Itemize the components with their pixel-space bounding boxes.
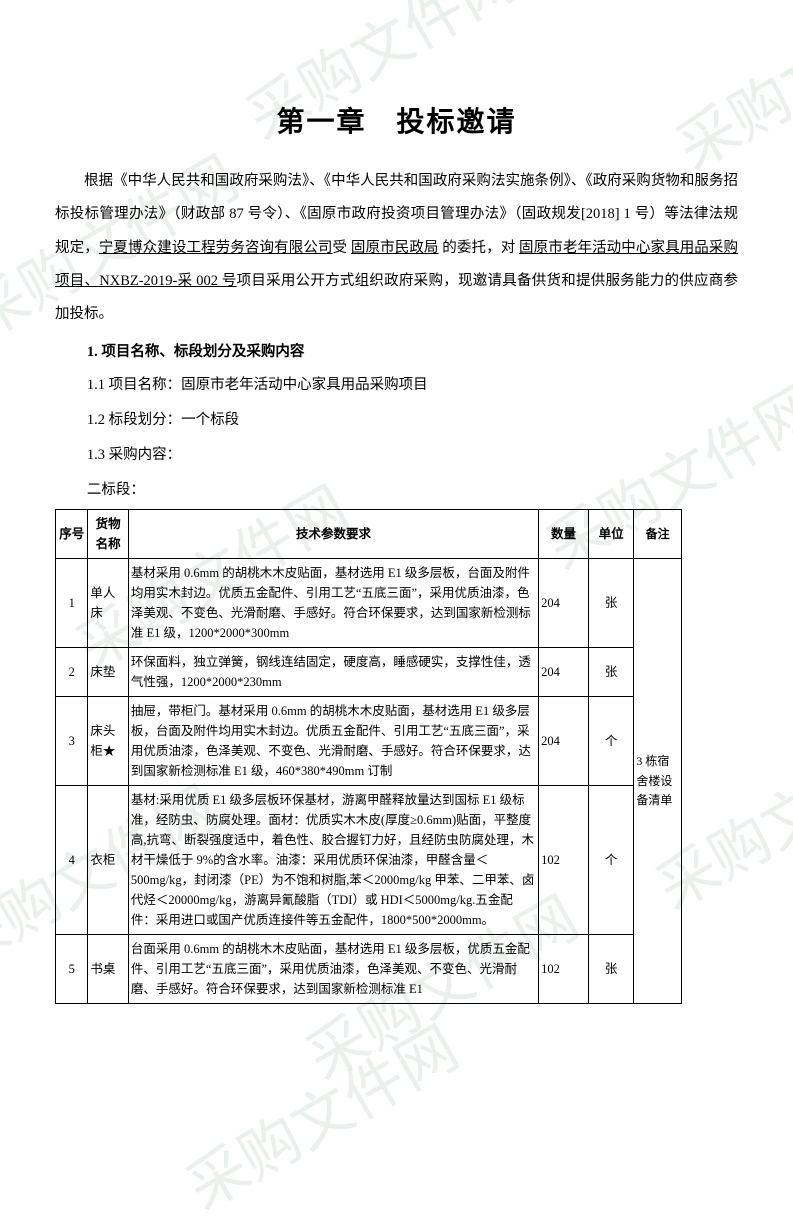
page-content: 第一章 投标邀请 根据《中华人民共和国政府采购法》、《中华人民共和国政府采购法实…: [0, 0, 793, 1044]
intro-paragraph: 根据《中华人民共和国政府采购法》、《中华人民共和国政府采购法实施条例》、《政府采…: [55, 165, 738, 332]
cell-name: 书桌: [88, 935, 129, 1004]
cell-unit: 张: [588, 559, 634, 648]
section1-header: 1. 项目名称、标段划分及采购内容: [55, 340, 738, 361]
cell-spec: 环保面料，独立弹簧，钢线连结固定，硬度高，睡感硬实，支撑性佳，透气性强，1200…: [128, 648, 538, 697]
th-remark: 备注: [634, 510, 682, 559]
cell-name: 衣柜: [88, 786, 129, 935]
th-no: 序号: [56, 510, 88, 559]
cell-no: 3: [56, 697, 88, 786]
cell-spec: 基材:采用优质 E1 级多层板环保基材，游离甲醛释放量达到国标 E1 级标准，经…: [128, 786, 538, 935]
section1-1: 1.1 项目名称：固原市老年活动中心家具用品采购项目: [55, 369, 738, 402]
table-row: 5书桌台面采用 0.6mm 的胡桃木木皮贴面，基材选用 E1 级多层板，优质五金…: [56, 935, 682, 1004]
cell-no: 2: [56, 648, 88, 697]
chapter-title: 第一章 投标邀请: [55, 100, 738, 140]
table-header-row: 序号 货物名称 技术参数要求 数量 单位 备注: [56, 510, 682, 559]
section-sublabel: 二标段：: [55, 475, 738, 505]
cell-spec: 台面采用 0.6mm 的胡桃木木皮贴面，基材选用 E1 级多层板，优质五金配件、…: [128, 935, 538, 1004]
intro-underline-client: 固原市民政局: [351, 240, 439, 256]
cell-qty: 204: [539, 697, 589, 786]
cell-qty: 102: [539, 786, 589, 935]
cell-qty: 204: [539, 648, 589, 697]
cell-name: 单人床: [88, 559, 129, 648]
cell-no: 4: [56, 786, 88, 935]
intro-underline-agency: 宁夏博众建设工程劳务咨询有限公司: [99, 240, 333, 256]
cell-unit: 张: [588, 648, 634, 697]
cell-unit: 张: [588, 935, 634, 1004]
table-row: 2床垫环保面料，独立弹簧，钢线连结固定，硬度高，睡感硬实，支撑性佳，透气性强，1…: [56, 648, 682, 697]
cell-name: 床垫: [88, 648, 129, 697]
table-row: 4衣柜基材:采用优质 E1 级多层板环保基材，游离甲醛释放量达到国标 E1 级标…: [56, 786, 682, 935]
cell-qty: 102: [539, 935, 589, 1004]
cell-remark: 3 栋宿舍楼设备清单: [634, 559, 682, 1004]
table-row: 3床头柜★抽屉，带柜门。基材采用 0.6mm 的胡桃木木皮贴面，基材选用 E1 …: [56, 697, 682, 786]
cell-qty: 204: [539, 559, 589, 648]
table-row: 1单人床基材采用 0.6mm 的胡桃木木皮贴面，基材选用 E1 级多层板，台面及…: [56, 559, 682, 648]
cell-unit: 个: [588, 697, 634, 786]
cell-name: 床头柜★: [88, 697, 129, 786]
cell-spec: 抽屉，带柜门。基材采用 0.6mm 的胡桃木木皮贴面，基材选用 E1 级多层板，…: [128, 697, 538, 786]
cell-no: 1: [56, 559, 88, 648]
th-spec: 技术参数要求: [128, 510, 538, 559]
cell-unit: 个: [588, 786, 634, 935]
intro-text-3: 的委托，对: [439, 240, 520, 256]
section1-2: 1.2 标段划分：一个标段: [55, 404, 738, 437]
cell-no: 5: [56, 935, 88, 1004]
cell-spec: 基材采用 0.6mm 的胡桃木木皮贴面，基材选用 E1 级多层板，台面及附件均用…: [128, 559, 538, 648]
th-qty: 数量: [539, 510, 589, 559]
intro-text-2: 受: [333, 240, 351, 256]
th-name: 货物名称: [88, 510, 129, 559]
section1-3: 1.3 采购内容：: [55, 439, 738, 472]
items-table: 序号 货物名称 技术参数要求 数量 单位 备注 1单人床基材采用 0.6mm 的…: [55, 509, 682, 1004]
th-unit: 单位: [588, 510, 634, 559]
